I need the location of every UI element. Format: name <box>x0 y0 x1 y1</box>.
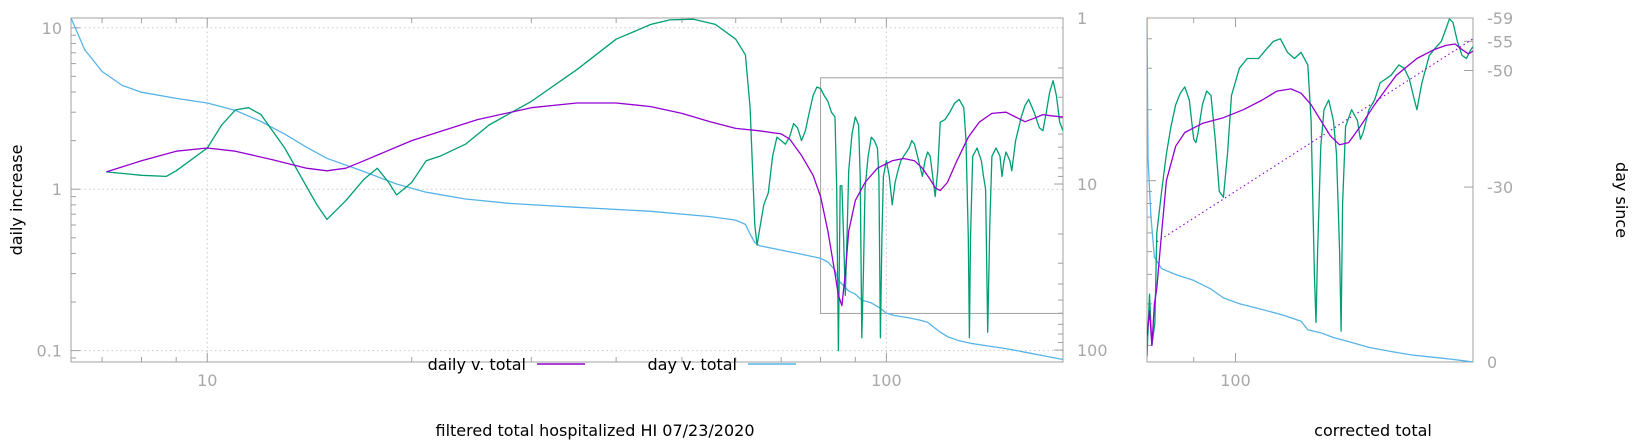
inset-plot: 100 -59 -55 -50 -30 0 <box>1146 9 1513 390</box>
legend: daily v. total day v. total <box>428 355 796 374</box>
x-tick-label-10: 10 <box>197 371 217 390</box>
zoom-region-box <box>820 77 1064 314</box>
plot-frame <box>1146 17 1474 363</box>
y2-tick-label--59: -59 <box>1487 9 1513 28</box>
series-line-1-2 <box>1147 18 1473 362</box>
series-line-0-1 <box>106 18 1063 352</box>
y2-tick-label-100: 100 <box>1077 341 1108 360</box>
inset-x-axis-label: corrected total <box>1314 421 1432 440</box>
series-line-1-1 <box>1147 18 1473 357</box>
main-y-axis-label: daily increase <box>7 145 26 256</box>
plot-frame <box>70 17 1064 363</box>
legend-label-daily-v-total: daily v. total <box>428 355 526 374</box>
series-line-0-0 <box>106 102 1063 307</box>
y2-tick-label-1: 1 <box>1077 9 1087 28</box>
y-tick-label-1: 1 <box>52 180 62 199</box>
series-line-1-0 <box>1147 43 1473 347</box>
inset-y2-axis-label: day since <box>1612 162 1631 238</box>
legend-label-day-v-total: day v. total <box>648 355 738 374</box>
y-tick-label-0.1: 0.1 <box>37 342 62 361</box>
main-plot: 10 100 0.1 1 10 1 10 100 <box>37 9 1108 390</box>
y2-tick-label-0: 0 <box>1487 353 1497 372</box>
x-tick-label-100: 100 <box>1220 371 1251 390</box>
x-tick-label-100: 100 <box>871 371 902 390</box>
y-tick-label-10: 10 <box>42 19 62 38</box>
y2-tick-label-10: 10 <box>1077 175 1097 194</box>
y2-tick-label--30: -30 <box>1487 178 1513 197</box>
series-line-0-2 <box>71 18 1063 361</box>
y2-tick-label--50: -50 <box>1487 61 1513 80</box>
y2-tick-label--55: -55 <box>1487 32 1513 51</box>
main-x-axis-label: filtered total hospitalized HI 07/23/202… <box>436 421 755 440</box>
